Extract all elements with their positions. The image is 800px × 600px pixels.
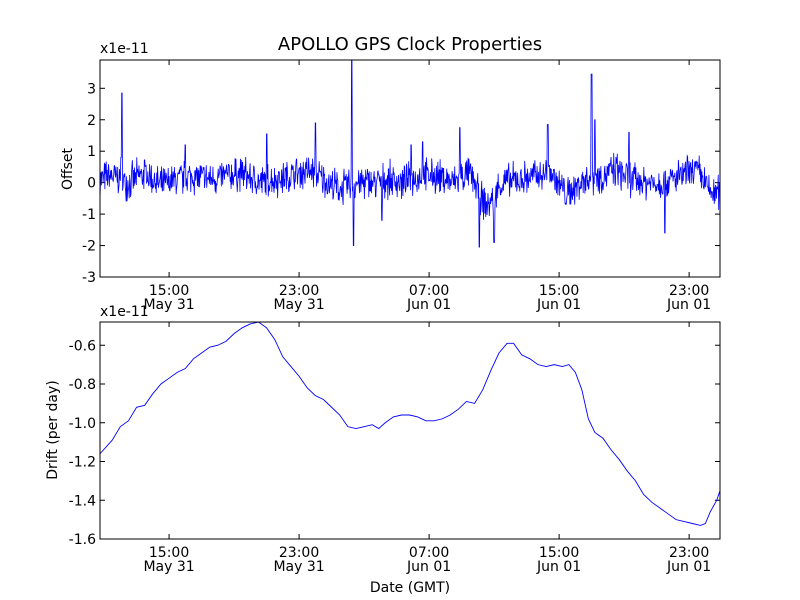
drift-ytick-label: -0.6 — [69, 338, 96, 354]
drift-xtick-time: 23:00 — [279, 545, 319, 561]
offset-ytick-label: 1 — [87, 144, 96, 160]
drift-xtick-time: 07:00 — [409, 545, 449, 561]
offset-xtick-time: 23:00 — [669, 283, 709, 299]
drift-xtick-time: 15:00 — [539, 545, 579, 561]
offset-ytick-label: -3 — [82, 270, 96, 286]
date-axis-label: Date (GMT) — [370, 580, 450, 596]
drift-xtick-date: May 31 — [143, 559, 194, 575]
drift-xtick-date: May 31 — [273, 559, 324, 575]
offset-plot-frame — [99, 59, 721, 278]
offset-ytick-label: -1 — [82, 207, 96, 223]
offset-scale-label: x1e-11 — [100, 41, 149, 57]
drift-xtick-date: Jun 01 — [666, 559, 711, 575]
offset-xtick-date: May 31 — [143, 297, 194, 313]
drift-panel: x1e-11 Drift (per day) Date (GMT) -0.6 -0… — [45, 304, 721, 596]
drift-ytick-label: -0.8 — [69, 377, 96, 393]
drift-xtick-time: 15:00 — [149, 545, 189, 561]
drift-ytick-label: -1.4 — [69, 493, 96, 509]
drift-xtick-time: 23:00 — [669, 545, 709, 561]
offset-xtick-time: 23:00 — [279, 283, 319, 299]
offset-xtick-time: 07:00 — [409, 283, 449, 299]
offset-xtick-time: 15:00 — [149, 283, 189, 299]
drift-ytick-label: -1.0 — [69, 416, 96, 432]
offset-axis-label: Offset — [60, 147, 76, 190]
drift-ytick-label: -1.6 — [69, 532, 96, 548]
offset-xtick-date: May 31 — [273, 297, 324, 313]
offset-xtick-time: 15:00 — [539, 283, 579, 299]
offset-xtick-date: Jun 01 — [536, 297, 581, 313]
drift-series-line — [100, 322, 720, 526]
chart-title: APOLLO GPS Clock Properties — [278, 34, 542, 55]
drift-axis-label: Drift (per day) — [45, 380, 61, 479]
offset-series-line — [100, 60, 720, 248]
offset-ytick-label: 3 — [87, 81, 96, 97]
offset-xtick-date: Jun 01 — [406, 297, 451, 313]
drift-ytick-label: -1.2 — [69, 455, 96, 471]
offset-ytick-label: -2 — [82, 239, 96, 255]
offset-ytick-label: 0 — [87, 176, 96, 192]
drift-plot-frame — [99, 321, 721, 540]
offset-xtick-date: Jun 01 — [666, 297, 711, 313]
drift-xtick-date: Jun 01 — [536, 559, 581, 575]
drift-scale-label: x1e-11 — [100, 304, 149, 320]
drift-xtick-date: Jun 01 — [406, 559, 451, 575]
offset-ytick-label: 2 — [87, 113, 96, 129]
